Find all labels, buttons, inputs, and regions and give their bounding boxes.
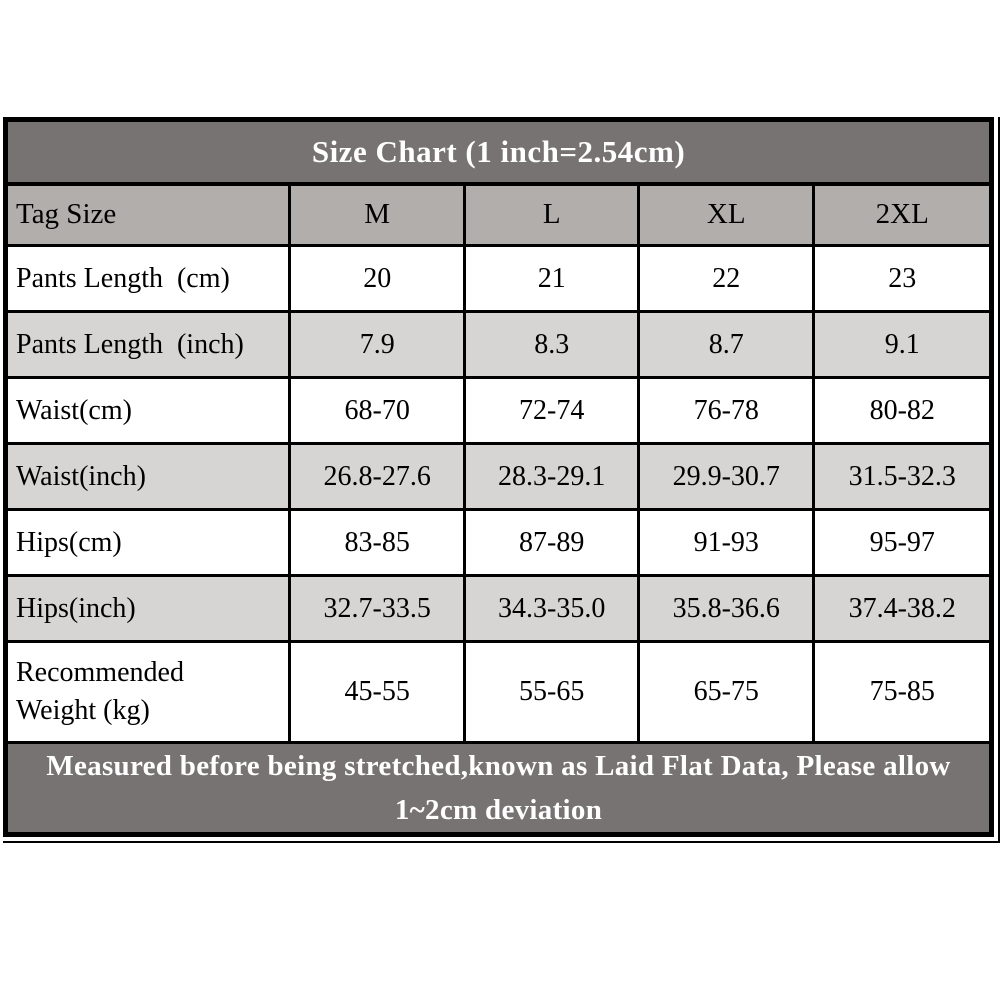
header-row: Tag Size M L XL 2XL — [4, 182, 993, 247]
table-row-recommended-weight: Recommended Weight (kg) 45-55 55-65 65-7… — [4, 640, 993, 744]
cell-value: 29.9-30.7 — [636, 442, 816, 511]
column-header-l: L — [463, 182, 640, 247]
cell-value: 9.1 — [812, 310, 993, 379]
table-row-waist-inch: Waist(inch) 26.8-27.6 28.3-29.1 29.9-30.… — [4, 442, 993, 511]
cell-value: 26.8-27.6 — [287, 442, 467, 511]
cell-value: 75-85 — [812, 640, 993, 744]
row-label: Pants Length (cm) — [4, 244, 291, 313]
column-header-2xl: 2XL — [812, 182, 993, 247]
cell-value: 23 — [812, 244, 993, 313]
cell-value: 91-93 — [636, 508, 816, 577]
cell-value: 72-74 — [463, 376, 640, 445]
column-header-m: M — [287, 182, 467, 247]
row-label: Hips(cm) — [4, 508, 291, 577]
cell-value: 35.8-36.6 — [636, 574, 816, 643]
row-label: Waist(inch) — [4, 442, 291, 511]
cell-value: 80-82 — [812, 376, 993, 445]
row-label: Recommended Weight (kg) — [4, 640, 291, 744]
size-chart-frame: Size Chart (1 inch=2.54cm) Tag Size M L … — [3, 117, 1000, 843]
chart-title: Size Chart (1 inch=2.54cm) — [4, 118, 993, 186]
cell-value: 31.5-32.3 — [812, 442, 993, 511]
cell-value: 68-70 — [287, 376, 467, 445]
table-row-hips-inch: Hips(inch) 32.7-33.5 34.3-35.0 35.8-36.6… — [4, 574, 993, 643]
cell-value: 21 — [463, 244, 640, 313]
cell-value: 34.3-35.0 — [463, 574, 640, 643]
row-label: Pants Length (inch) — [4, 310, 291, 379]
cell-value: 7.9 — [287, 310, 467, 379]
footer-note: Measured before being stretched,known as… — [4, 741, 993, 836]
table-row-pants-length-inch: Pants Length (inch) 7.9 8.3 8.7 9.1 — [4, 310, 993, 379]
title-row: Size Chart (1 inch=2.54cm) — [4, 118, 993, 186]
cell-value: 28.3-29.1 — [463, 442, 640, 511]
cell-value: 87-89 — [463, 508, 640, 577]
column-header-tag-size: Tag Size — [4, 182, 291, 247]
cell-value: 22 — [636, 244, 816, 313]
cell-value: 37.4-38.2 — [812, 574, 993, 643]
cell-value: 8.7 — [636, 310, 816, 379]
footer-row: Measured before being stretched,known as… — [4, 741, 993, 836]
cell-value: 83-85 — [287, 508, 467, 577]
cell-value: 65-75 — [636, 640, 816, 744]
table-row-hips-cm: Hips(cm) 83-85 87-89 91-93 95-97 — [4, 508, 993, 577]
cell-value: 32.7-33.5 — [287, 574, 467, 643]
table-row-pants-length-cm: Pants Length (cm) 20 21 22 23 — [4, 244, 993, 313]
cell-value: 55-65 — [463, 640, 640, 744]
cell-value: 8.3 — [463, 310, 640, 379]
row-label: Hips(inch) — [4, 574, 291, 643]
column-header-xl: XL — [636, 182, 816, 247]
size-chart-table: Size Chart (1 inch=2.54cm) Tag Size M L … — [3, 117, 994, 837]
cell-value: 95-97 — [812, 508, 993, 577]
cell-value: 45-55 — [287, 640, 467, 744]
cell-value: 20 — [287, 244, 467, 313]
row-label: Waist(cm) — [4, 376, 291, 445]
table-row-waist-cm: Waist(cm) 68-70 72-74 76-78 80-82 — [4, 376, 993, 445]
cell-value: 76-78 — [636, 376, 816, 445]
